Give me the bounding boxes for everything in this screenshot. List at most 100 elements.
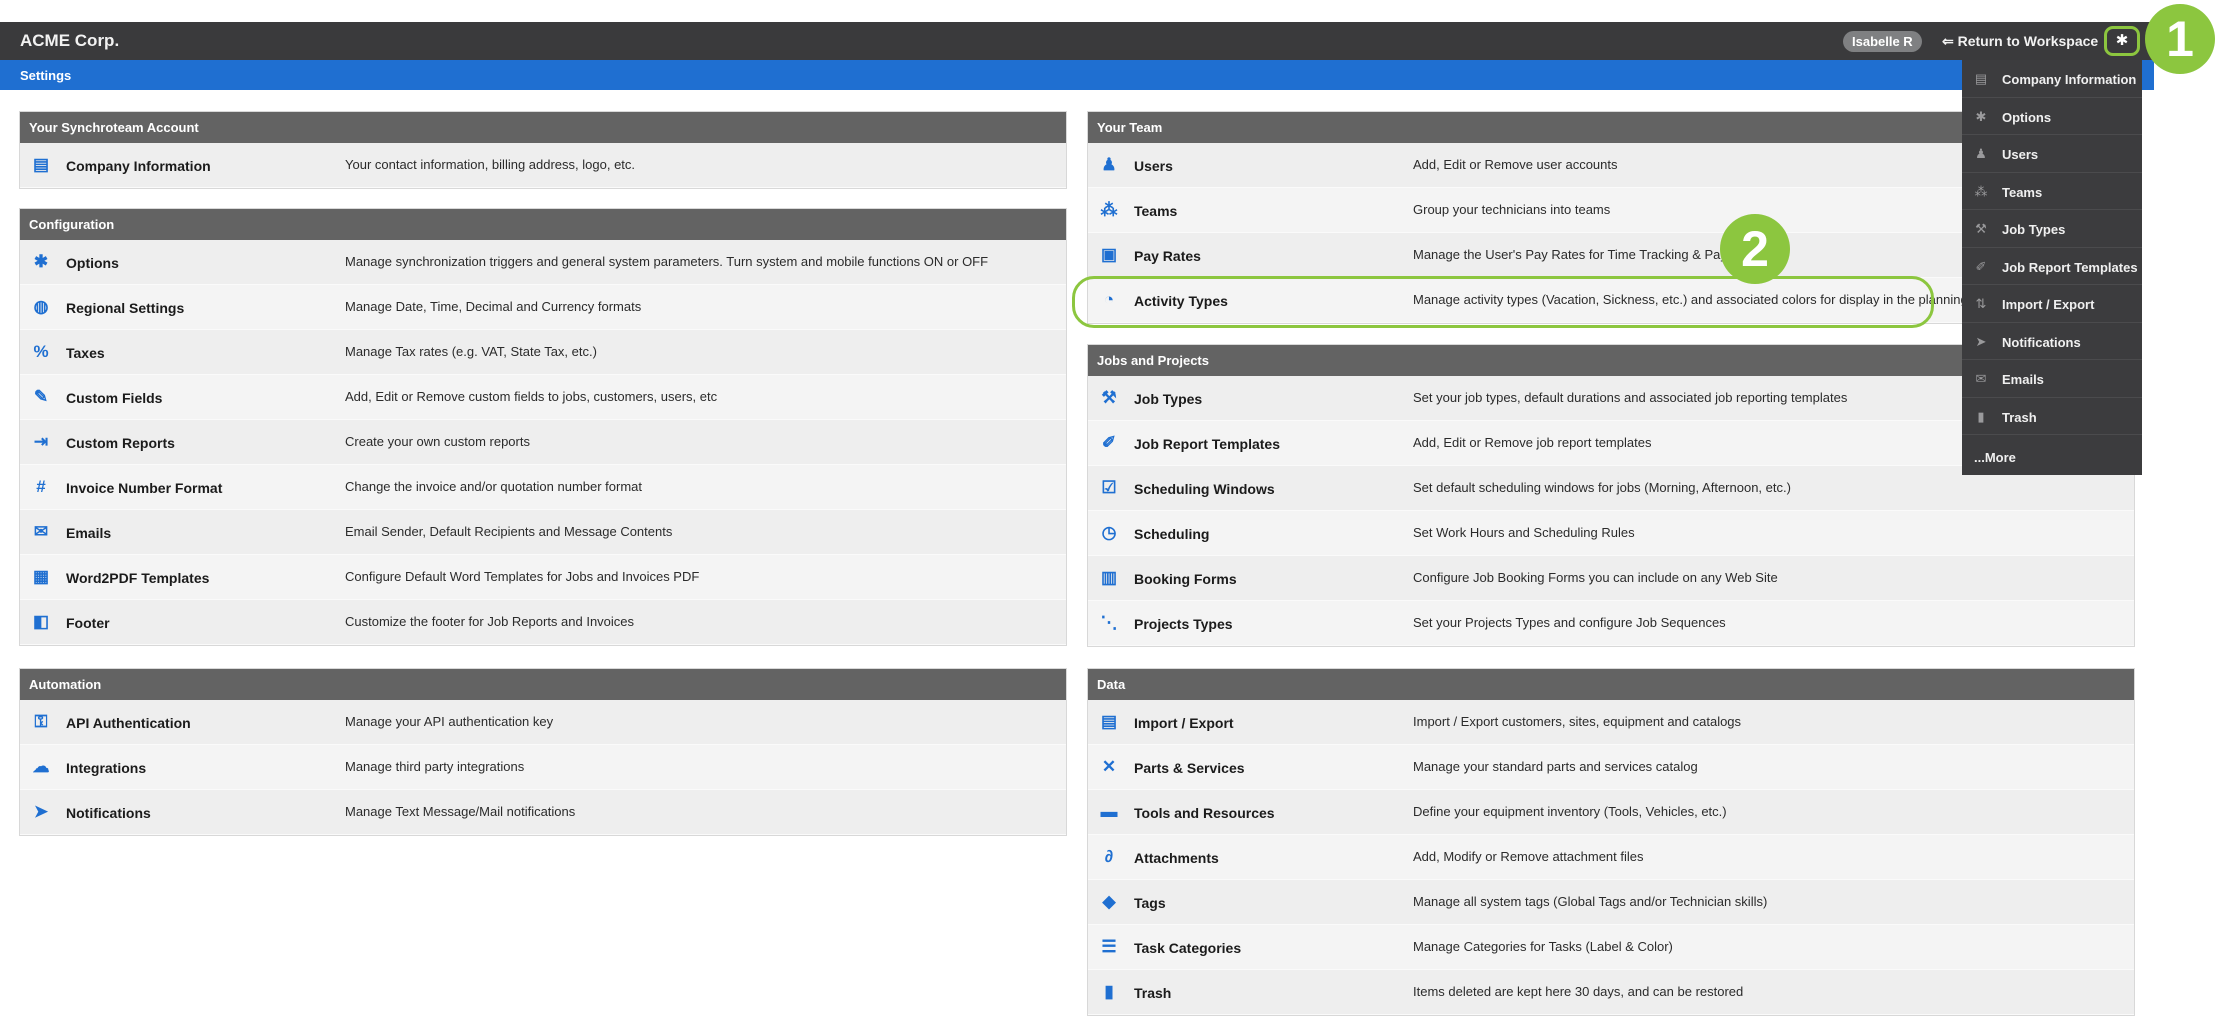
- settings-row-job-report-templates[interactable]: ✐ Job Report Templates Add, Edit or Remove…: [1088, 421, 2134, 466]
- row-description: Add, Edit or Remove job report templates: [1413, 435, 1652, 450]
- dropdown-item-label: Notifications: [2002, 334, 2081, 350]
- dropdown-item-label: Options: [2002, 109, 2052, 125]
- clipboard-icon: ▥: [1100, 568, 1118, 587]
- user-icon: ♟: [1975, 146, 1987, 161]
- settings-row-trash[interactable]: ▮ Trash Items deleted are kept here 30 day…: [1088, 970, 2134, 1015]
- hash-icon: #: [36, 477, 46, 496]
- row-title[interactable]: Job Types: [1134, 391, 1203, 407]
- row-title[interactable]: API Authentication: [66, 715, 191, 731]
- trash-icon: ▮: [1977, 408, 1985, 424]
- row-title[interactable]: Custom Reports: [66, 435, 175, 451]
- settings-row-import-export[interactable]: ▤ Import / Export Import / Export customer…: [1088, 700, 2134, 745]
- pdf-icon: ▦: [32, 567, 50, 586]
- row-title[interactable]: Teams: [1134, 203, 1178, 219]
- dropdown-item-options[interactable]: ✱ Options: [1962, 98, 2142, 135]
- row-description: Set your job types, default durations an…: [1413, 390, 1848, 405]
- dropdown-item-label: Company Information: [2002, 72, 2137, 87]
- settings-row-options[interactable]: ✱ Options Manage synchronization triggers …: [20, 240, 1066, 285]
- dropdown-item-job-report-templates[interactable]: ✐ Job Report Templates: [1962, 248, 2142, 285]
- settings-row-custom-reports[interactable]: ⇥ Custom Reports Create your own custom re…: [20, 420, 1066, 465]
- settings-row-scheduling[interactable]: ◷ Scheduling Set Work Hours and Scheduling…: [1088, 511, 2134, 556]
- settings-row-footer[interactable]: ◧ Footer Customize the footer for Job Repo…: [20, 600, 1066, 645]
- user-badge[interactable]: Isabelle R: [1843, 31, 1922, 52]
- row-description: Add, Modify or Remove attachment files: [1413, 849, 1644, 864]
- row-title[interactable]: Pay Rates: [1134, 248, 1201, 264]
- dropdown-item-job-types[interactable]: ⚒ Job Types: [1962, 210, 2142, 248]
- list-icon: ☰: [1101, 937, 1117, 956]
- callout-step-2: 2: [1720, 214, 1790, 284]
- settings-row-tags[interactable]: ◆ Tags Manage all system tags (Global Tags…: [1088, 880, 2134, 925]
- settings-row-word2pdf-templates[interactable]: ▦ Word2PDF Templates Configure Default Wor…: [20, 555, 1066, 600]
- page-title: Settings: [20, 68, 72, 83]
- settings-row-company-information[interactable]: ▤ Company Information Your contact informa…: [20, 143, 1066, 188]
- settings-row-users[interactable]: ♟ Users Add, Edit or Remove user accounts: [1088, 143, 2134, 188]
- settings-row-integrations[interactable]: ☁ Integrations Manage third party integrat…: [20, 745, 1066, 790]
- row-title[interactable]: Footer: [66, 615, 110, 631]
- settings-row-teams[interactable]: ⁂ Teams Group your technicians into teams: [1088, 188, 2134, 233]
- row-title[interactable]: Integrations: [66, 760, 147, 776]
- dropdown-more-link[interactable]: ...More: [1974, 450, 2016, 465]
- row-title[interactable]: Users: [1134, 158, 1173, 174]
- dropdown-item-import-export[interactable]: ⇅ Import / Export: [1962, 285, 2142, 323]
- settings-row-regional-settings[interactable]: ◍ Regional Settings Manage Date, Time, Dec…: [20, 285, 1066, 330]
- settings-row-booking-forms[interactable]: ▥ Booking Forms Configure Job Booking Form…: [1088, 556, 2134, 601]
- settings-row-invoice-number-format[interactable]: # Invoice Number Format Change the invoice…: [20, 465, 1066, 510]
- dropdown-item-company-information[interactable]: ▤ Company Information: [1962, 60, 2142, 98]
- globe-icon: ◍: [33, 297, 49, 316]
- settings-gear-button[interactable]: ✱: [2104, 26, 2140, 56]
- inbox-icon: ✉: [1975, 371, 1987, 386]
- row-description: Manage Categories for Tasks (Label & Col…: [1413, 939, 1673, 954]
- settings-row-notifications[interactable]: ➤ Notifications Manage Text Message/Mail n…: [20, 790, 1066, 835]
- settings-row-projects-types[interactable]: ⋱ Projects Types Set your Projects Types a…: [1088, 601, 2134, 646]
- row-title[interactable]: Company Information: [66, 158, 211, 174]
- dropdown-item-teams[interactable]: ⁂ Teams: [1962, 173, 2142, 210]
- row-title[interactable]: Tags: [1134, 895, 1166, 911]
- return-to-workspace-link[interactable]: ⇐ Return to Workspace: [1942, 33, 2098, 50]
- row-title[interactable]: Options: [66, 255, 119, 271]
- row-title[interactable]: Scheduling: [1134, 526, 1210, 542]
- settings-row-attachments[interactable]: ∂ Attachments Add, Modify or Remove attach…: [1088, 835, 2134, 880]
- settings-row-activity-types[interactable]: ◔ Activity Types Manage activity types (Va…: [1088, 278, 2134, 323]
- dropdown-item-notifications[interactable]: ➤ Notifications: [1962, 323, 2142, 360]
- dropdown-item-emails[interactable]: ✉ Emails: [1962, 360, 2142, 398]
- dropdown-item-trash[interactable]: ▮ Trash: [1962, 398, 2142, 435]
- settings-row-job-types[interactable]: ⚒ Job Types Set your job types, default du…: [1088, 376, 2134, 421]
- row-title[interactable]: Tools and Resources: [1134, 805, 1275, 821]
- section-title: Data: [1088, 669, 2134, 700]
- row-description: Create your own custom reports: [345, 434, 530, 449]
- row-description: Add, Edit or Remove custom fields to job…: [345, 389, 718, 404]
- settings-row-taxes[interactable]: % Taxes Manage Tax rates (e.g. VAT, State …: [20, 330, 1066, 375]
- row-title[interactable]: Activity Types: [1134, 293, 1228, 309]
- settings-row-emails[interactable]: ✉ Emails Email Sender, Default Recipients …: [20, 510, 1066, 555]
- row-title[interactable]: Import / Export: [1134, 715, 1234, 731]
- callout-step-1: 1: [2145, 4, 2215, 74]
- row-description: Customize the footer for Job Reports and…: [345, 614, 635, 629]
- row-title[interactable]: Invoice Number Format: [66, 480, 223, 496]
- brand-name[interactable]: ACME Corp.: [20, 31, 120, 50]
- row-title[interactable]: Task Categories: [1134, 940, 1242, 956]
- row-title[interactable]: Parts & Services: [1134, 760, 1245, 776]
- row-title[interactable]: Word2PDF Templates: [66, 570, 210, 586]
- row-title[interactable]: Projects Types: [1134, 616, 1233, 632]
- row-title[interactable]: Notifications: [66, 805, 151, 821]
- settings-row-api-authentication[interactable]: ⚿ API Authentication Manage your API authe…: [20, 700, 1066, 745]
- row-title[interactable]: Regional Settings: [66, 300, 185, 316]
- row-title[interactable]: Taxes: [66, 345, 105, 361]
- settings-row-tools-and-resources[interactable]: ▬ Tools and Resources Define your equipmen…: [1088, 790, 2134, 835]
- settings-row-custom-fields[interactable]: ✎ Custom Fields Add, Edit or Remove custom…: [20, 375, 1066, 420]
- arrow-left-icon: ⇐: [1942, 33, 1958, 49]
- row-description: Email Sender, Default Recipients and Mes…: [345, 524, 673, 539]
- settings-row-scheduling-windows[interactable]: ☑ Scheduling Windows Set default schedulin…: [1088, 466, 2134, 511]
- row-title[interactable]: Emails: [66, 525, 112, 541]
- row-title[interactable]: Attachments: [1134, 850, 1219, 866]
- row-title[interactable]: Job Report Templates: [1134, 436, 1280, 452]
- row-title[interactable]: Booking Forms: [1134, 571, 1237, 587]
- section-title: Your Synchroteam Account: [20, 112, 1066, 143]
- row-title[interactable]: Scheduling Windows: [1134, 481, 1275, 497]
- settings-row-parts-services[interactable]: ✕ Parts & Services Manage your standard pa…: [1088, 745, 2134, 790]
- settings-row-task-categories[interactable]: ☰ Task Categories Manage Categories for Ta…: [1088, 925, 2134, 970]
- dropdown-item-users[interactable]: ♟ Users: [1962, 135, 2142, 173]
- row-title[interactable]: Trash: [1134, 985, 1172, 1001]
- row-title[interactable]: Custom Fields: [66, 390, 163, 406]
- dropdown-item-label: Import / Export: [2002, 297, 2095, 312]
